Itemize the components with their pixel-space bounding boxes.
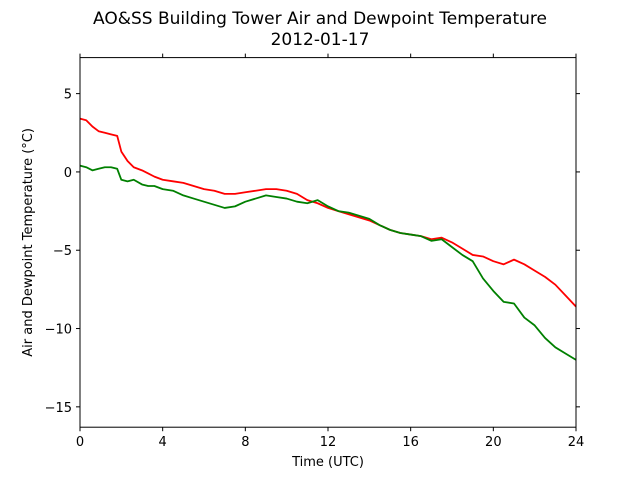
chart-title: AO&SS Building Tower Air and Dewpoint Te… (93, 9, 547, 29)
x-tick-label: 8 (241, 435, 249, 450)
series-layer (79, 117, 577, 361)
x-tick-label: 24 (568, 435, 585, 450)
y-tick-label: 5 (64, 88, 72, 103)
y-tick-label: −5 (53, 244, 72, 259)
chart-subtitle: 2012-01-17 (271, 30, 370, 50)
x-tick-label: 12 (320, 435, 337, 450)
series-line-2 (79, 164, 577, 361)
series-line-1 (79, 117, 577, 308)
x-tick-label: 4 (159, 435, 167, 450)
plot-frame (79, 57, 577, 428)
x-tick-label: 16 (402, 435, 419, 450)
tick-layer: 0 4 8 12 16 20 24 5 0 −5 −10 −15 (45, 53, 585, 450)
y-tick-label: −10 (45, 323, 72, 338)
y-axis-label: Air and Dewpoint Temperature (°C) (21, 128, 36, 357)
y-tick-label: 0 (64, 166, 72, 181)
x-tick-label: 20 (485, 435, 502, 450)
x-axis-label: Time (UTC) (291, 455, 364, 470)
x-tick-label: 0 (76, 435, 84, 450)
y-tick-label: −15 (45, 401, 72, 416)
